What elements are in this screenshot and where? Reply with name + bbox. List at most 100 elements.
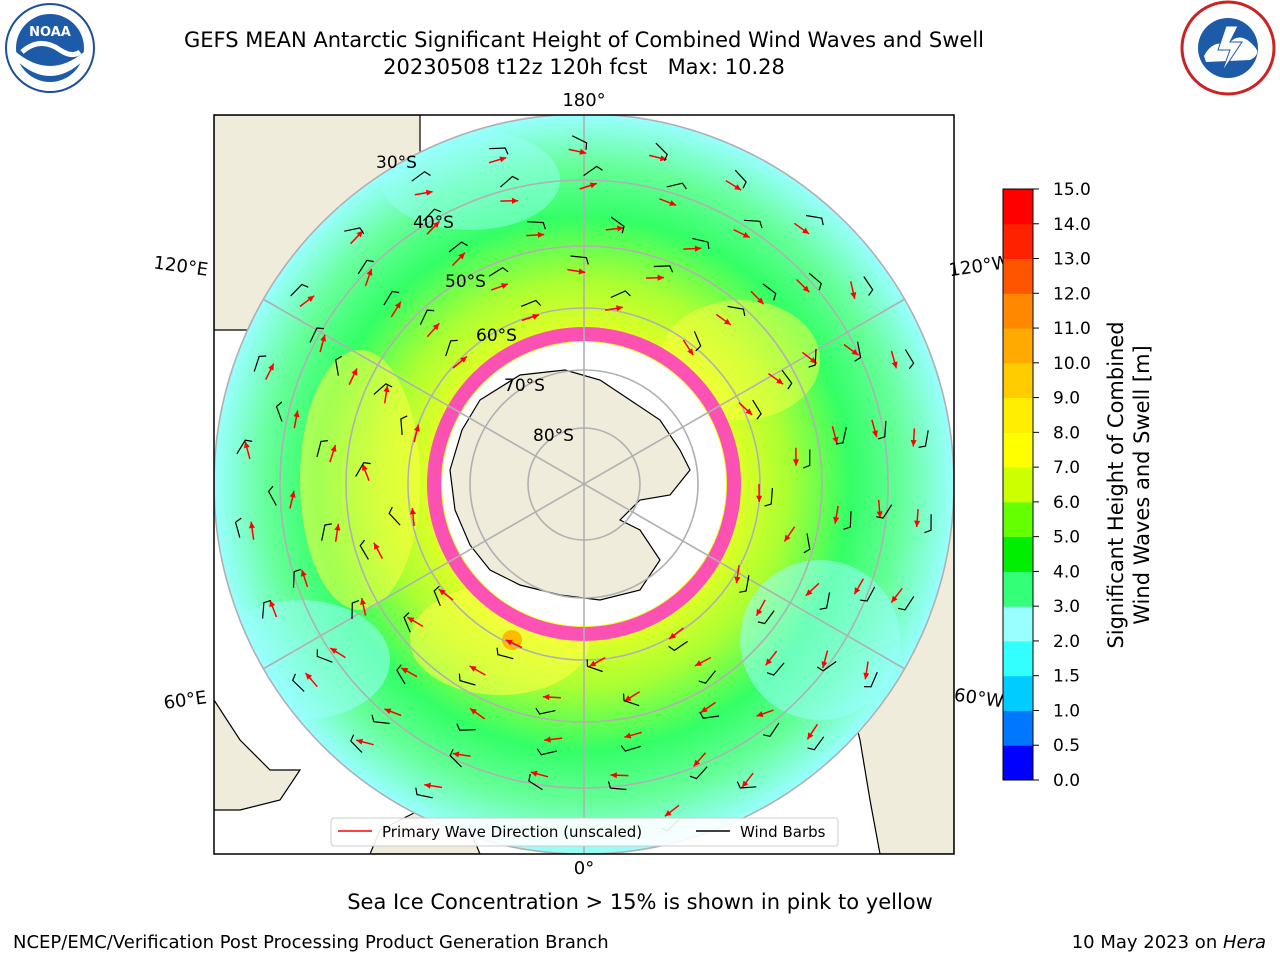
lon-label-120w: 120°W [947,252,1011,281]
wind-barb [854,341,862,362]
lon-label-0: 0° [574,858,594,879]
wave-arrow-head [756,608,763,616]
wind-barb [734,169,747,189]
wind-barb [689,766,708,780]
wave-arrow-head [851,349,859,356]
wave-arrow-head [863,672,870,680]
wave-arrow-head [499,156,507,163]
wave-arrow-head [305,673,313,680]
wind-barb [359,539,369,560]
wave-arrow-head [356,230,363,238]
wind-barb [403,612,411,633]
wave-arrow-head [330,445,337,452]
wind-barb [808,272,822,291]
lon-label-60e: 60°E [162,687,208,714]
wind-barb [698,670,716,684]
wind-barb [623,693,640,707]
wave-arrow-head [469,666,477,672]
wind-barb [267,485,277,506]
wave-arrow-head [544,736,551,743]
wind-barb [666,182,687,190]
wind-barb [610,216,625,234]
colorbar-tick-label: 1.5 [1053,667,1080,687]
wind-barb [764,488,773,507]
wave-arrow-head [833,516,840,524]
wind-barb [803,533,811,554]
colorbar-swatch [1003,606,1033,642]
map-frame [213,114,955,855]
wave-arrow-head [854,587,861,595]
wind-barb [496,647,514,660]
wave-arrow-head [664,810,672,817]
wind-barb [488,266,509,277]
wave-arrow-head [249,521,255,529]
wind-barb [262,600,271,619]
map-area: 30°S 40°S 50°S 60°S 70°S 80°S Primary Wa… [214,115,954,854]
colorbar-tick-label: 0.5 [1053,736,1080,756]
wind-barb [449,748,462,768]
wind-barb [743,219,763,229]
wind-barb [535,707,556,715]
wind-barb [351,600,360,620]
colorbar-swatch [1003,745,1033,781]
wind-barb [309,327,324,343]
wind-barb [350,734,363,753]
wave-arrow-head [802,285,810,293]
wave-arrow-head [914,520,921,528]
wave-arrow-head [383,385,390,393]
lat-label-60s: 60°S [476,326,517,346]
wind-barb [816,661,837,672]
wind-barb [757,610,775,625]
wind-barb [876,504,893,519]
sea-ice-note: Sea Ice Concentration > 15% is shown in … [347,890,933,914]
colorbar: 0.0 0.5 1.0 1.5 2.0 3.0 4.0 5.0 6.0 7.0 8.0 9.0 10.0… [1002,180,1091,791]
wave-arrow-head [366,268,373,276]
wind-barb [692,237,710,250]
wind-barb [918,430,929,448]
wave-arrow-head [784,534,791,542]
wind-barb [620,745,641,752]
chart-subtitle: 20230508 t12z 120h fcst Max: 10.28 [383,55,785,79]
wave-arrow-head [289,490,296,498]
wave-arrow-head [610,772,617,779]
wind-barb [236,439,253,455]
wind-barb [752,399,762,420]
wind-barb [863,276,874,296]
wind-barb [292,568,301,588]
wind-barb [520,299,542,307]
wave-arrow-head [734,184,742,191]
colorbar-tick-label: 13.0 [1053,250,1091,270]
wind-barb [290,283,309,297]
colorbar-tick-label: 4.0 [1053,562,1080,582]
wind-barb [924,514,932,534]
wind-barb [371,714,390,725]
wind-barb [316,440,328,458]
wind-barb [528,773,543,791]
wind-barb [819,592,831,610]
lon-label-120e: 120°E [152,252,209,280]
colorbar-swatch [1003,432,1033,468]
wave-arrow-head [362,463,368,471]
wave-arrow-head [578,268,586,275]
wave-arrow-head [470,708,477,715]
wave-arrow-head [742,232,750,238]
wave-arrow-head [433,221,440,228]
wave-arrow-head [300,569,307,577]
wind-barb [570,255,589,265]
wind-barb [807,736,825,751]
wave-arrow-head [537,231,545,238]
colorbar-swatch [1003,328,1033,364]
wave-arrow-head [505,639,513,646]
wave-direction-arrows [243,148,921,817]
wind-barb [843,511,852,530]
barb-legend-label: Wind Barbs [740,823,826,841]
wave-arrow-head [700,706,708,713]
colorbar-tick-label: 5.0 [1053,528,1080,548]
wave-arrow-head [695,660,702,666]
wave-arrow-head [687,348,694,356]
wave-arrow-head [501,283,508,289]
colorbar-frame [1002,188,1034,781]
wind-barb [316,649,333,663]
wind-barb [863,671,878,688]
